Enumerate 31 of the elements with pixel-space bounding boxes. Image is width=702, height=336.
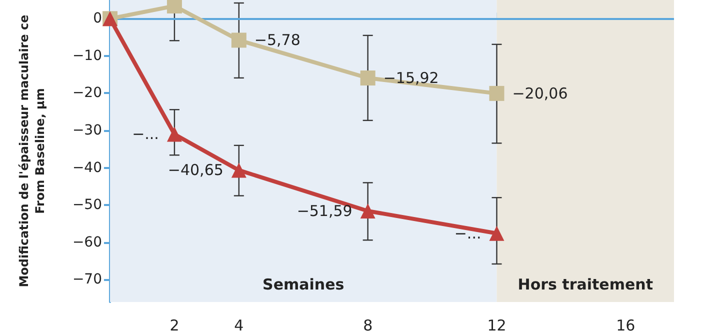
- y-axis-title: Modification de l'épaisseur maculaire ce From Baseline, µm: [17, 14, 47, 288]
- y-tick-label: −70: [72, 272, 102, 288]
- point: [360, 203, 376, 218]
- x-tick-label: 16: [616, 316, 636, 334]
- band-label: Semaines: [262, 276, 344, 294]
- x-tick-label: 12: [487, 316, 506, 334]
- x-tick-label: 2: [170, 316, 180, 334]
- data-label: −51,59: [296, 202, 352, 220]
- data-label: −20,06: [512, 84, 568, 102]
- point: [360, 70, 376, 86]
- point: [489, 86, 504, 101]
- data-label: −...: [132, 125, 159, 144]
- y-tick-label: −40: [72, 160, 102, 176]
- y-tick-label: −50: [72, 197, 102, 214]
- data-label: −5,78: [254, 31, 300, 50]
- y-tick-label: −20: [72, 85, 102, 102]
- x-tick-label: 8: [363, 316, 373, 334]
- point: [231, 162, 246, 178]
- point: [231, 32, 246, 48]
- y-tick-label: −10: [72, 48, 102, 64]
- point: [489, 226, 504, 241]
- data-label: −...: [454, 224, 482, 242]
- band-label: Hors traitement: [518, 276, 653, 294]
- x-tick-label: 4: [234, 316, 244, 334]
- y-tick-label: −30: [72, 122, 102, 138]
- data-label: −40,65: [168, 161, 224, 180]
- point: [166, 0, 182, 14]
- y-tick-label: −60: [72, 234, 102, 250]
- y-tick-label: 0: [93, 10, 102, 27]
- point: [166, 126, 182, 142]
- data-label: −15,92: [383, 69, 439, 87]
